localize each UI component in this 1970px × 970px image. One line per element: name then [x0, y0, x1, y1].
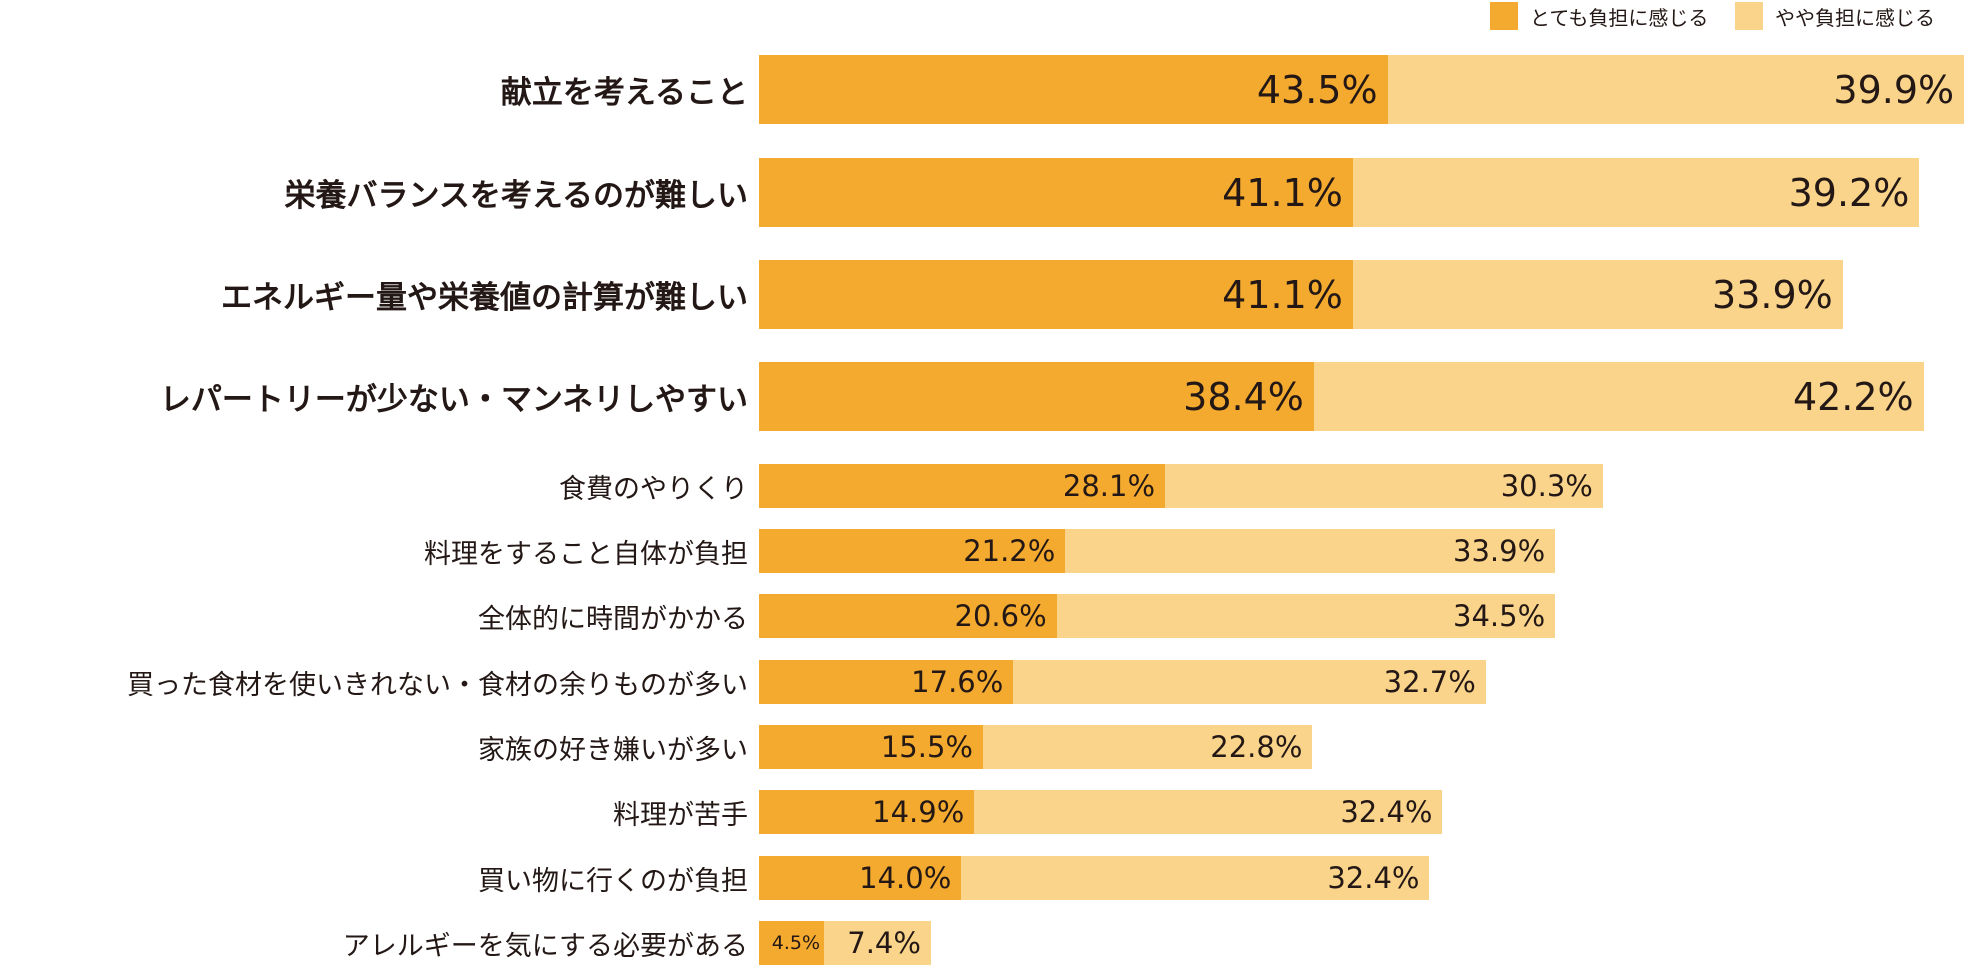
value-label: 14.9%: [872, 795, 965, 829]
category-label: 献立を考えること: [500, 75, 748, 111]
value-label: 30.3%: [1500, 469, 1593, 503]
bar-somewhat-burdensome: 7.4%: [824, 921, 931, 965]
value-label: 41.1%: [1222, 272, 1343, 317]
value-label: 43.5%: [1256, 67, 1378, 112]
value-label: 42.2%: [1792, 374, 1914, 419]
bar-row: レパートリーが少ない・マンネリしやすい 38.4% 42.2%: [0, 362, 1970, 431]
bar-somewhat-burdensome: 33.9%: [1352, 260, 1843, 329]
bar-very-burdensome: 41.1%: [759, 158, 1353, 227]
bar-very-burdensome: 28.1%: [759, 464, 1166, 508]
bar-somewhat-burdensome: 32.4%: [961, 856, 1430, 900]
value-label: 21.2%: [963, 534, 1056, 568]
value-label: 39.9%: [1833, 67, 1955, 112]
category-label: 買った食材を使いきれない・食材の余りものが多い: [127, 669, 748, 701]
value-label: 4.5%: [771, 932, 821, 954]
bar-very-burdensome: 21.2%: [759, 529, 1066, 573]
value-label: 32.7%: [1383, 665, 1476, 699]
value-label: 28.1%: [1062, 469, 1156, 503]
legend-label-very: とても負担に感じる: [1530, 5, 1709, 30]
category-label: 料理が苦手: [613, 799, 748, 831]
bar-very-burdensome: 38.4%: [759, 362, 1314, 431]
category-label: アレルギーを気にする必要がある: [342, 930, 748, 962]
value-label: 32.4%: [1340, 795, 1433, 829]
legend-swatch-somewhat: [1735, 2, 1763, 30]
value-label: 41.1%: [1222, 170, 1343, 215]
bar-very-burdensome: 14.9%: [759, 790, 975, 834]
bar-row: アレルギーを気にする必要がある 4.5% 7.4%: [0, 921, 1970, 965]
category-label: 料理をすること自体が負担: [424, 538, 748, 570]
value-label: 14.0%: [859, 861, 952, 895]
legend-swatch-very: [1490, 2, 1518, 30]
value-label: 32.4%: [1327, 861, 1420, 895]
bar-very-burdensome: 14.0%: [759, 856, 962, 900]
bar-somewhat-burdensome: 39.2%: [1352, 158, 1920, 227]
category-label: 全体的に時間がかかる: [478, 603, 748, 635]
value-label: 39.2%: [1788, 170, 1910, 215]
bar-row: 料理をすること自体が負担 21.2% 33.9%: [0, 529, 1970, 573]
legend-item-somewhat: やや負担に感じる: [1735, 0, 1935, 32]
bar-very-burdensome: 17.6%: [759, 660, 1014, 704]
bar-somewhat-burdensome: 34.5%: [1056, 594, 1556, 638]
bar-very-burdensome: 15.5%: [759, 725, 983, 769]
value-label: 38.4%: [1183, 374, 1304, 419]
bar-very-burdensome: 20.6%: [759, 594, 1057, 638]
bar-very-burdensome: 43.5%: [759, 55, 1388, 124]
value-label: 22.8%: [1210, 730, 1303, 764]
bar-row: 全体的に時間がかかる 20.6% 34.5%: [0, 594, 1970, 638]
legend-label-somewhat: やや負担に感じる: [1775, 5, 1935, 30]
value-label: 20.6%: [954, 599, 1047, 633]
category-label: 家族の好き嫌いが多い: [478, 734, 748, 766]
bar-row: 食費のやりくり 28.1% 30.3%: [0, 464, 1970, 508]
bar-somewhat-burdensome: 33.9%: [1065, 529, 1556, 573]
value-label: 15.5%: [880, 730, 973, 764]
bar-row: 料理が苦手 14.9% 32.4%: [0, 790, 1970, 834]
value-label: 7.4%: [847, 926, 921, 960]
category-label: レパートリーが少ない・マンネリしやすい: [159, 382, 748, 418]
value-label: 33.9%: [1712, 272, 1833, 317]
bar-row: エネルギー量や栄養値の計算が難しい 41.1% 33.9%: [0, 260, 1970, 329]
category-label: 買い物に行くのが負担: [478, 865, 748, 897]
bar-somewhat-burdensome: 22.8%: [982, 725, 1313, 769]
bar-somewhat-burdensome: 32.7%: [1013, 660, 1486, 704]
bar-row: 栄養バランスを考えるのが難しい 41.1% 39.2%: [0, 158, 1970, 227]
bar-row: 買った食材を使いきれない・食材の余りものが多い 17.6% 32.7%: [0, 660, 1970, 704]
category-label: 食費のやりくり: [559, 473, 748, 505]
value-label: 33.9%: [1453, 534, 1546, 568]
bar-somewhat-burdensome: 42.2%: [1313, 362, 1924, 431]
legend-item-very: とても負担に感じる: [1490, 0, 1708, 32]
bar-somewhat-burdensome: 30.3%: [1165, 464, 1603, 508]
value-label: 17.6%: [911, 665, 1004, 699]
bar-very-burdensome: 41.1%: [759, 260, 1353, 329]
bar-row: 献立を考えること 43.5% 39.9%: [0, 55, 1970, 124]
value-label: 34.5%: [1453, 599, 1546, 633]
category-label: エネルギー量や栄養値の計算が難しい: [221, 280, 748, 316]
bar-row: 家族の好き嫌いが多い 15.5% 22.8%: [0, 725, 1970, 769]
bar-row: 買い物に行くのが負担 14.0% 32.4%: [0, 856, 1970, 900]
bar-very-burdensome: 4.5%: [759, 921, 825, 965]
bar-somewhat-burdensome: 32.4%: [974, 790, 1443, 834]
bar-somewhat-burdensome: 39.9%: [1387, 55, 1965, 124]
category-label: 栄養バランスを考えるのが難しい: [284, 178, 748, 214]
